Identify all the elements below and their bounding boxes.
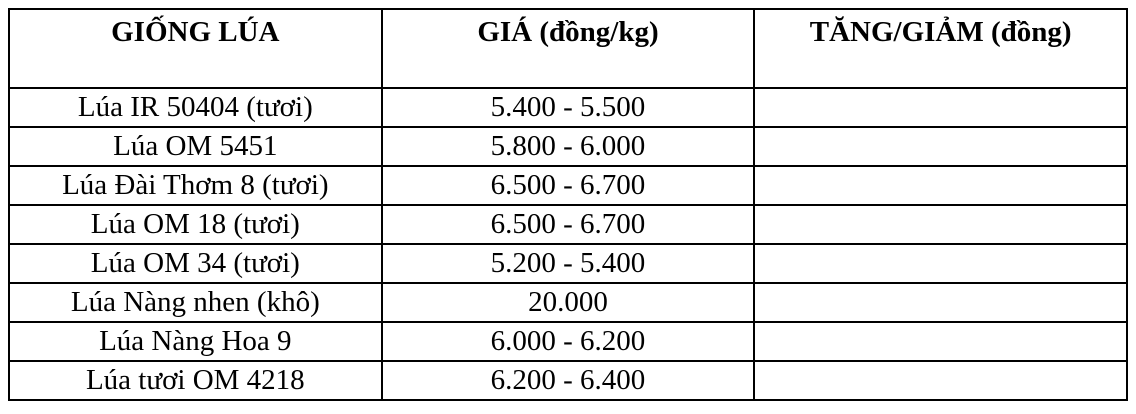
table-row: Lúa tươi OM 4218 6.200 - 6.400 — [8, 360, 1128, 401]
table-header: GIỐNG LÚA GIÁ (đồng/kg) TĂNG/GIẢM (đồng) — [8, 8, 1128, 89]
table-body: Lúa IR 50404 (tươi) 5.400 - 5.500 Lúa OM… — [8, 87, 1128, 401]
rice-price-table: GIỐNG LÚA GIÁ (đồng/kg) TĂNG/GIẢM (đồng)… — [8, 8, 1128, 401]
change-cell — [753, 165, 1128, 206]
variety-cell: Lúa Nàng nhen (khô) — [8, 282, 383, 323]
price-cell: 6.500 - 6.700 — [380, 204, 756, 245]
table-row: Lúa OM 5451 5.800 - 6.000 — [8, 126, 1128, 167]
variety-cell: Lúa IR 50404 (tươi) — [8, 87, 383, 128]
change-cell — [753, 126, 1128, 167]
variety-cell: Lúa OM 5451 — [8, 126, 383, 167]
table-row: Lúa Nàng Hoa 9 6.000 - 6.200 — [8, 321, 1128, 362]
table-row: Lúa Nàng nhen (khô) 20.000 — [8, 282, 1128, 323]
price-cell: 5.200 - 5.400 — [380, 243, 756, 284]
price-cell: 5.800 - 6.000 — [380, 126, 756, 167]
column-header-price: GIÁ (đồng/kg) — [380, 8, 756, 89]
table-row: Lúa IR 50404 (tươi) 5.400 - 5.500 — [8, 87, 1128, 128]
variety-cell: Lúa OM 18 (tươi) — [8, 204, 383, 245]
variety-cell: Lúa Nàng Hoa 9 — [8, 321, 383, 362]
change-cell — [753, 204, 1128, 245]
variety-cell: Lúa Đài Thơm 8 (tươi) — [8, 165, 383, 206]
change-cell — [753, 87, 1128, 128]
change-cell — [753, 243, 1128, 284]
price-cell: 5.400 - 5.500 — [380, 87, 756, 128]
price-cell: 6.500 - 6.700 — [380, 165, 756, 206]
table-row: Lúa OM 34 (tươi) 5.200 - 5.400 — [8, 243, 1128, 284]
table-row: Lúa Đài Thơm 8 (tươi) 6.500 - 6.700 — [8, 165, 1128, 206]
change-cell — [753, 282, 1128, 323]
change-cell — [753, 321, 1128, 362]
column-header-change: TĂNG/GIẢM (đồng) — [753, 8, 1128, 89]
column-header-variety: GIỐNG LÚA — [8, 8, 383, 89]
price-cell: 6.000 - 6.200 — [380, 321, 756, 362]
price-cell: 6.200 - 6.400 — [380, 360, 756, 401]
price-cell: 20.000 — [380, 282, 756, 323]
header-row: GIỐNG LÚA GIÁ (đồng/kg) TĂNG/GIẢM (đồng) — [8, 8, 1128, 89]
table-row: Lúa OM 18 (tươi) 6.500 - 6.700 — [8, 204, 1128, 245]
variety-cell: Lúa tươi OM 4218 — [8, 360, 383, 401]
change-cell — [753, 360, 1128, 401]
variety-cell: Lúa OM 34 (tươi) — [8, 243, 383, 284]
